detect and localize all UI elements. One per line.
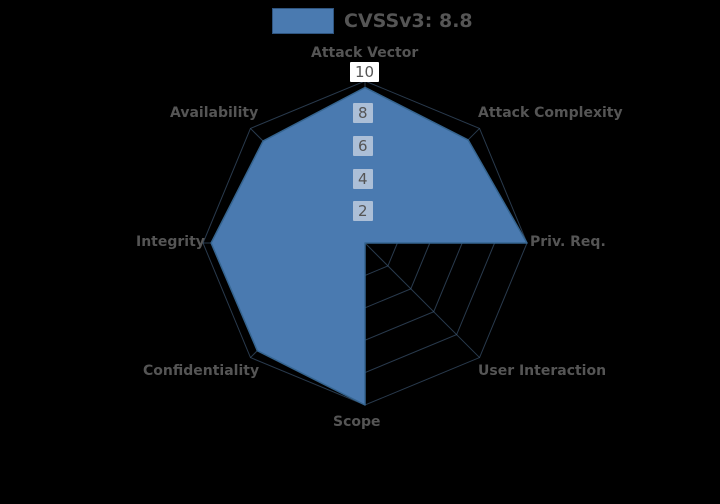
radial-tick-10: 10: [350, 62, 380, 82]
axis-label-availability: Availability: [170, 105, 259, 121]
axis-label-integrity: Integrity: [136, 234, 205, 250]
legend-swatch: [272, 8, 334, 34]
axis-label-attack-vector: Attack Vector: [311, 45, 419, 61]
axis-label-priv-req: Priv. Req.: [530, 234, 606, 250]
radial-tick-2: 2: [353, 201, 373, 221]
radial-tick-4: 4: [353, 169, 373, 189]
axis-label-scope: Scope: [333, 414, 381, 430]
axis-label-confidentiality: Confidentiality: [143, 363, 260, 379]
axis-label-user-interaction: User Interaction: [478, 363, 607, 379]
chart-legend: CVSSv3: 8.8: [272, 8, 473, 34]
radial-tick-8: 8: [353, 103, 373, 123]
axis-label-attack-complexity: Attack Complexity: [478, 105, 623, 121]
radial-tick-6: 6: [353, 136, 373, 156]
legend-label: CVSSv3: 8.8: [344, 10, 473, 32]
radar-series-polygon: [210, 86, 528, 406]
